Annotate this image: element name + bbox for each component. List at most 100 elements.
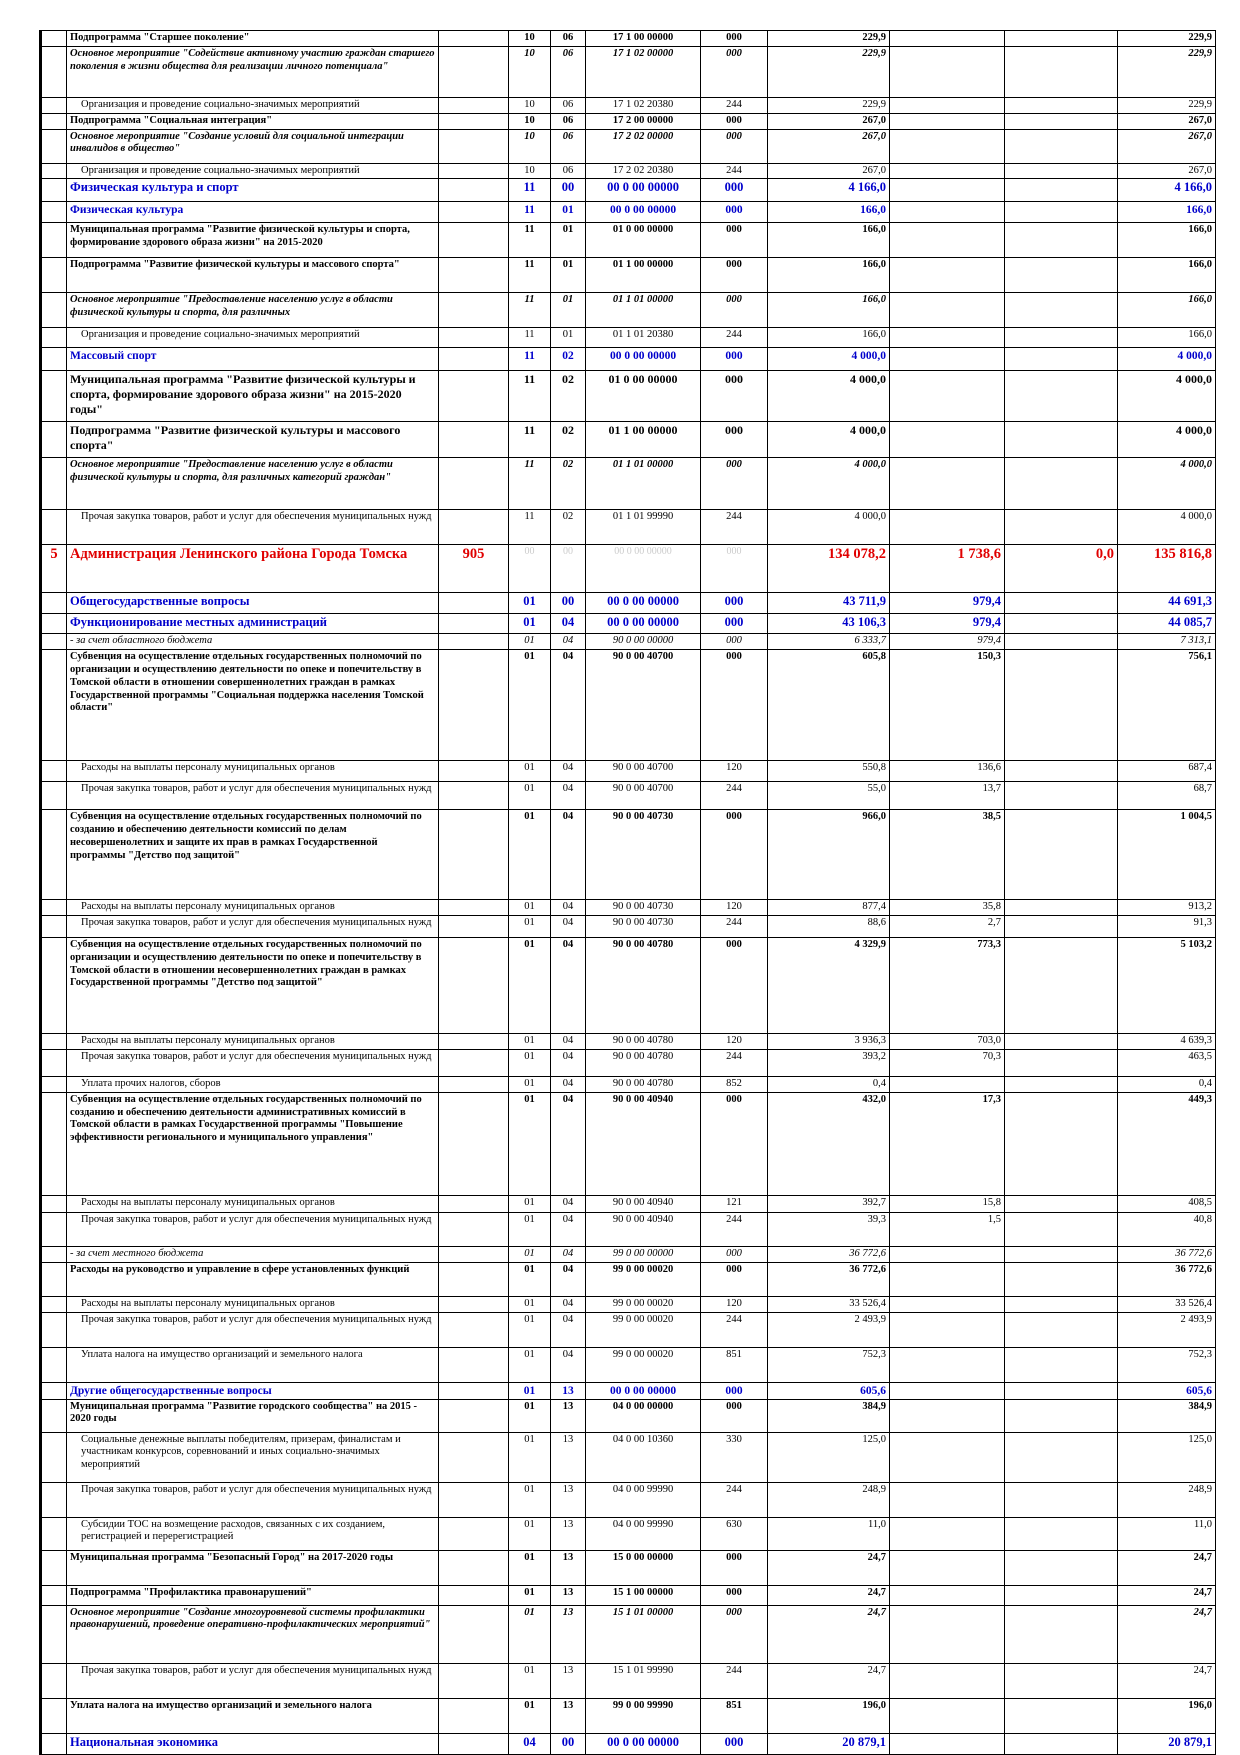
item-name: Субвенция на осуществление отдельных гос… (66, 936, 439, 1034)
section: 10 (508, 96, 551, 114)
change (889, 1584, 1005, 1606)
change (889, 162, 1005, 180)
change: 70,3 (889, 1048, 1005, 1077)
section: 11 (508, 257, 551, 294)
total: 0,4 (1117, 1075, 1216, 1093)
change (889, 370, 1005, 423)
target-code: 90 0 00 40730 (585, 809, 701, 901)
item-name: - за счет областного бюджета (66, 633, 439, 651)
item-name: Муниципальная программа "Развитие физиче… (66, 222, 439, 259)
target-code: 01 1 01 99990 (585, 509, 701, 546)
total: 4 000,0 (1117, 370, 1216, 423)
total: 36 772,6 (1117, 1245, 1216, 1263)
target-code: 99 0 00 00020 (585, 1311, 701, 1348)
total: 1 004,5 (1117, 809, 1216, 901)
amount: 384,9 (767, 1398, 890, 1433)
section: 01 (508, 592, 551, 615)
target-code: 01 1 00 00000 (585, 421, 701, 459)
item-name: Прочая закупка товаров, работ и услуг дл… (66, 1662, 439, 1699)
subsection: 06 (550, 96, 586, 114)
item-name: Общегосударственные вопросы (66, 592, 439, 615)
total: 4 000,0 (1117, 347, 1216, 372)
total: 24,7 (1117, 1662, 1216, 1699)
target-code: 99 0 00 00020 (585, 1261, 701, 1297)
item-name: Расходы на выплаты персоналу муниципальн… (66, 1032, 439, 1050)
total: 687,4 (1117, 760, 1216, 783)
change-2 (1004, 1295, 1118, 1313)
target-code: 90 0 00 40940 (585, 1091, 701, 1196)
subsection: 00 (550, 178, 586, 203)
total: 267,0 (1117, 162, 1216, 180)
change-2 (1004, 222, 1118, 259)
row-number (39, 370, 67, 423)
table-row: Другие общегосударственные вопросы 01 13 00… (39, 1381, 1216, 1400)
target-code: 01 0 00 00000 (585, 370, 701, 423)
change: 150,3 (889, 649, 1005, 762)
expense-type: 244 (700, 509, 768, 546)
table-row: Расходы на выплаты персоналу муниципальн… (39, 1295, 1216, 1313)
section: 01 (508, 781, 551, 811)
admin-code (438, 292, 509, 329)
table-body: Подпрограмма "Старшее поколение" 10 06 17 1… (39, 30, 1216, 1755)
subsection: 04 (550, 649, 586, 762)
section: 01 (508, 1048, 551, 1077)
amount: 3 936,3 (767, 1032, 890, 1050)
subsection: 02 (550, 421, 586, 459)
subsection: 04 (550, 1211, 586, 1247)
amount: 4 166,0 (767, 178, 890, 203)
section: 01 (508, 649, 551, 762)
amount: 20 879,1 (767, 1732, 890, 1755)
table-row: Муниципальная программа "Развитие физиче… (39, 370, 1216, 423)
section: 01 (508, 1091, 551, 1196)
total: 267,0 (1117, 112, 1216, 130)
item-name: Другие общегосударственные вопросы (66, 1381, 439, 1400)
subsection: 04 (550, 613, 586, 635)
target-code: 17 1 02 00000 (585, 45, 701, 98)
table-row: Субвенция на осуществление отдельных гос… (39, 936, 1216, 1034)
item-name: Прочая закупка товаров, работ и услуг дл… (66, 1481, 439, 1518)
amount: 0,4 (767, 1075, 890, 1093)
amount: 24,7 (767, 1549, 890, 1586)
row-number (39, 257, 67, 294)
row-number (39, 1295, 67, 1313)
table-row: Социальные денежные выплаты победителям,… (39, 1431, 1216, 1483)
change (889, 201, 1005, 224)
expense-type: 000 (700, 222, 768, 259)
change-2 (1004, 1245, 1118, 1263)
admin-code (438, 96, 509, 114)
subsection: 13 (550, 1604, 586, 1664)
total: 24,7 (1117, 1584, 1216, 1606)
admin-code (438, 509, 509, 546)
section: 01 (508, 1549, 551, 1586)
subsection: 01 (550, 222, 586, 259)
subsection: 13 (550, 1516, 586, 1551)
admin-code (438, 128, 509, 164)
item-name: Муниципальная программа "Развитие городс… (66, 1398, 439, 1433)
amount: 2 493,9 (767, 1311, 890, 1348)
admin-code (438, 1381, 509, 1400)
expense-type: 120 (700, 1032, 768, 1050)
section: 01 (508, 1398, 551, 1433)
target-code: 90 0 00 40700 (585, 649, 701, 762)
amount: 166,0 (767, 201, 890, 224)
table-row: Расходы на выплаты персоналу муниципальн… (39, 760, 1216, 783)
target-code: 15 0 00 00000 (585, 1549, 701, 1586)
target-code: 90 0 00 40730 (585, 914, 701, 938)
section: 01 (508, 1346, 551, 1383)
item-name: Подпрограмма "Профилактика правонарушени… (66, 1584, 439, 1606)
item-name: Субсидии ТОС на возмещение расходов, свя… (66, 1516, 439, 1551)
subsection: 02 (550, 370, 586, 423)
subsection: 04 (550, 1295, 586, 1313)
total: 229,9 (1117, 96, 1216, 114)
total: 4 000,0 (1117, 509, 1216, 546)
change (889, 292, 1005, 329)
section: 01 (508, 1075, 551, 1093)
change (889, 1295, 1005, 1313)
subsection: 06 (550, 162, 586, 180)
expense-type: 000 (700, 633, 768, 651)
row-number (39, 1732, 67, 1755)
row-number (39, 1398, 67, 1433)
change-2 (1004, 1697, 1118, 1734)
table-row: Организация и проведение социально-значи… (39, 327, 1216, 349)
table-row: Субвенция на осуществление отдельных гос… (39, 649, 1216, 762)
